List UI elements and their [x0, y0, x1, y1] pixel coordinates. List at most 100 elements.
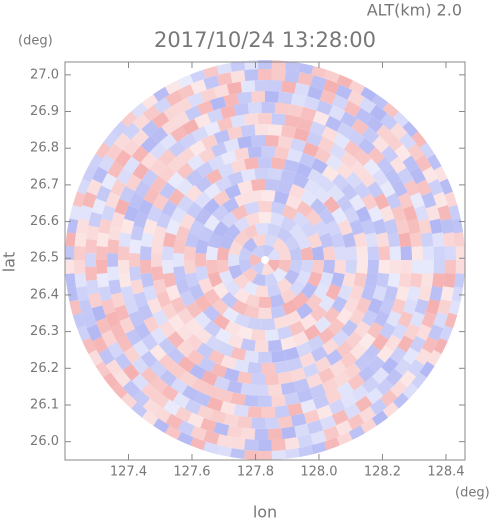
echo-cell [185, 184, 203, 202]
echo-cell [114, 304, 130, 322]
echo-cell [257, 200, 273, 213]
echo-cell [343, 403, 361, 420]
echo-cell [342, 272, 356, 288]
echo-cell [143, 187, 160, 205]
echo-cell [151, 239, 164, 254]
echo-cell [376, 157, 394, 175]
x-tick-label: 127.4 [110, 465, 147, 480]
echo-cell [224, 320, 242, 337]
echo-cell [133, 291, 148, 308]
echo-cell [343, 140, 362, 158]
echo-cell [291, 413, 307, 427]
echo-cell [130, 279, 145, 295]
echo-cell [77, 178, 91, 195]
echo-cell [165, 80, 182, 95]
echo-cell [398, 232, 412, 248]
echo-cell [391, 180, 408, 198]
echo-cell [143, 218, 158, 235]
echo-cell [314, 186, 332, 204]
echo-cell [237, 325, 253, 340]
echo-cell [309, 383, 327, 399]
echo-cell [274, 102, 290, 115]
echo-cell [141, 94, 159, 110]
echo-cell [296, 270, 312, 286]
echo-cell [292, 291, 310, 309]
echo-cell [302, 362, 320, 378]
echo-cell [233, 359, 250, 373]
echo-cell [203, 214, 221, 232]
echo-cell [365, 387, 384, 405]
echo-cell [355, 395, 373, 413]
echo-cell [177, 195, 194, 213]
echo-cell [265, 373, 279, 385]
echo-cell [296, 200, 314, 218]
echo-cell [110, 179, 126, 197]
echo-cell [433, 260, 446, 274]
echo-cell [230, 346, 247, 361]
echo-cell [345, 260, 357, 274]
echo-cell [380, 389, 398, 407]
echo-cell [354, 353, 372, 372]
echo-cell [101, 329, 117, 347]
echo-cell [387, 232, 401, 248]
echo-cell [364, 232, 379, 248]
echo-cell [409, 311, 425, 328]
echo-cell [170, 377, 188, 395]
echo-cell [355, 297, 372, 314]
echo-cell [336, 122, 354, 139]
echo-cell [203, 430, 220, 445]
echo-cell [230, 70, 246, 83]
radar-field [65, 59, 465, 461]
echo-cell [173, 266, 187, 281]
echo-cell [217, 162, 235, 179]
x-tick-label: 128.0 [300, 465, 337, 480]
echo-cell [343, 362, 362, 380]
echo-cell [355, 107, 373, 125]
echo-cell [134, 180, 151, 198]
echo-cell [92, 336, 108, 354]
echo-cell [283, 159, 300, 174]
echo-cell [258, 439, 272, 452]
echo-cell [332, 329, 350, 347]
echo-cell [321, 377, 339, 394]
echo-cell [182, 385, 200, 402]
echo-cell [323, 306, 341, 324]
echo-cell [337, 284, 353, 301]
echo-cell [404, 179, 420, 197]
echo-cell [203, 182, 221, 200]
echo-cell [140, 152, 158, 170]
echo-cell [349, 284, 365, 301]
echo-cell [348, 80, 365, 95]
echo-cell [158, 353, 176, 372]
echo-cell [397, 335, 414, 353]
echo-cell [250, 178, 265, 192]
echo-cell [351, 384, 369, 402]
echo-cell [385, 310, 402, 328]
echo-cell [373, 193, 390, 210]
echo-cell [82, 337, 97, 354]
echo-cell [278, 91, 293, 105]
echo-cell [176, 324, 194, 342]
echo-cell [231, 299, 248, 316]
echo-cell [194, 207, 212, 225]
echo-cell [101, 173, 117, 191]
echo-cell [110, 323, 126, 341]
echo-cell [284, 437, 300, 450]
echo-cell [282, 204, 299, 221]
echo-cell [72, 312, 86, 329]
echo-cell [274, 405, 290, 418]
echo-cell [82, 191, 97, 209]
echo-cell [349, 308, 366, 326]
echo-cell [245, 212, 260, 227]
echo-cell [283, 346, 300, 361]
echo-cell [274, 360, 290, 374]
echo-cell [365, 115, 384, 133]
echo-cell [216, 246, 230, 260]
chart-title: 2017/10/24 13:28:00 [154, 28, 376, 52]
echo-cell [421, 311, 437, 329]
echo-cell [376, 272, 390, 288]
echo-cell [212, 282, 230, 300]
echo-cell [65, 260, 75, 274]
echo-cell [153, 97, 172, 114]
